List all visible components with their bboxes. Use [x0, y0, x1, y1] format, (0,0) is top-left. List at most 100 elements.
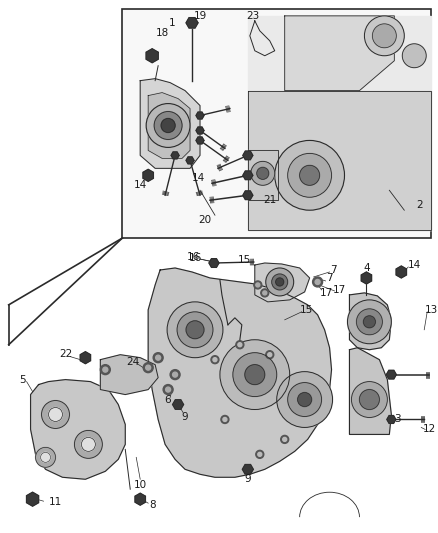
Circle shape [401, 44, 425, 68]
Circle shape [312, 277, 322, 287]
Polygon shape [247, 16, 430, 230]
Text: 10: 10 [133, 480, 146, 490]
Circle shape [314, 279, 319, 285]
Circle shape [276, 372, 332, 427]
Polygon shape [385, 370, 396, 379]
Circle shape [280, 435, 288, 443]
Circle shape [232, 353, 276, 397]
Circle shape [287, 154, 331, 197]
Circle shape [235, 341, 243, 349]
Polygon shape [148, 268, 331, 477]
Text: 13: 13 [424, 305, 437, 315]
Circle shape [255, 450, 263, 458]
Polygon shape [146, 49, 158, 63]
Circle shape [282, 438, 286, 441]
Text: 18: 18 [155, 28, 168, 38]
Text: 1: 1 [168, 18, 175, 28]
Polygon shape [242, 151, 252, 160]
Circle shape [49, 408, 62, 422]
Circle shape [356, 309, 381, 335]
Text: 2: 2 [415, 200, 422, 210]
Text: 17: 17 [332, 285, 345, 295]
Circle shape [262, 291, 266, 295]
Text: 6: 6 [163, 394, 170, 405]
Text: 7: 7 [325, 273, 332, 283]
Circle shape [146, 103, 190, 148]
Circle shape [257, 453, 261, 456]
Circle shape [153, 353, 163, 362]
Polygon shape [135, 493, 145, 505]
Text: 9: 9 [244, 474, 251, 484]
Circle shape [297, 393, 311, 407]
Polygon shape [284, 16, 393, 91]
Polygon shape [386, 416, 395, 423]
Circle shape [220, 416, 228, 423]
Polygon shape [195, 112, 204, 119]
Text: 9: 9 [181, 413, 188, 423]
Circle shape [265, 268, 293, 296]
Polygon shape [242, 191, 252, 199]
Circle shape [250, 161, 274, 185]
Circle shape [40, 453, 50, 462]
Polygon shape [360, 272, 371, 284]
Polygon shape [100, 354, 158, 394]
Text: 24: 24 [126, 357, 140, 367]
Circle shape [74, 431, 102, 458]
Text: 21: 21 [262, 195, 276, 205]
Circle shape [364, 16, 403, 56]
Polygon shape [247, 91, 430, 230]
Circle shape [42, 400, 69, 429]
Polygon shape [26, 492, 39, 506]
Circle shape [212, 358, 216, 362]
Circle shape [244, 365, 264, 385]
Circle shape [143, 362, 153, 373]
Circle shape [271, 274, 287, 290]
Circle shape [102, 367, 108, 372]
Text: 19: 19 [193, 11, 206, 21]
Circle shape [256, 167, 268, 179]
Text: 14: 14 [133, 180, 146, 190]
Polygon shape [140, 79, 200, 168]
Circle shape [219, 340, 289, 409]
Text: 17: 17 [319, 288, 332, 298]
Polygon shape [349, 348, 390, 434]
Polygon shape [80, 352, 90, 364]
Circle shape [155, 355, 160, 360]
Circle shape [299, 165, 319, 185]
Circle shape [237, 343, 241, 347]
Circle shape [100, 365, 110, 375]
Polygon shape [242, 465, 253, 474]
Text: 20: 20 [198, 215, 211, 225]
Circle shape [260, 289, 268, 297]
Circle shape [177, 312, 212, 348]
Polygon shape [171, 152, 179, 159]
Circle shape [167, 302, 223, 358]
Circle shape [154, 111, 182, 140]
Circle shape [359, 390, 378, 409]
Circle shape [163, 385, 173, 394]
Polygon shape [208, 259, 219, 268]
Circle shape [145, 365, 150, 370]
Text: 8: 8 [148, 500, 155, 510]
Circle shape [172, 372, 177, 377]
Circle shape [287, 383, 321, 416]
Polygon shape [247, 150, 277, 200]
Circle shape [161, 118, 175, 133]
Circle shape [253, 281, 261, 289]
Text: 5: 5 [19, 375, 26, 385]
Polygon shape [254, 263, 309, 302]
Text: 15: 15 [299, 305, 313, 315]
Text: 14: 14 [191, 173, 204, 183]
Circle shape [170, 370, 180, 379]
Bar [122, 9, 430, 238]
Polygon shape [195, 137, 204, 144]
Text: 23: 23 [246, 11, 259, 21]
Polygon shape [143, 169, 153, 181]
Circle shape [165, 387, 170, 392]
Circle shape [223, 417, 226, 422]
Polygon shape [349, 293, 390, 350]
Polygon shape [395, 266, 406, 278]
Circle shape [267, 353, 271, 357]
Circle shape [275, 278, 283, 286]
Text: 16: 16 [188, 253, 201, 263]
